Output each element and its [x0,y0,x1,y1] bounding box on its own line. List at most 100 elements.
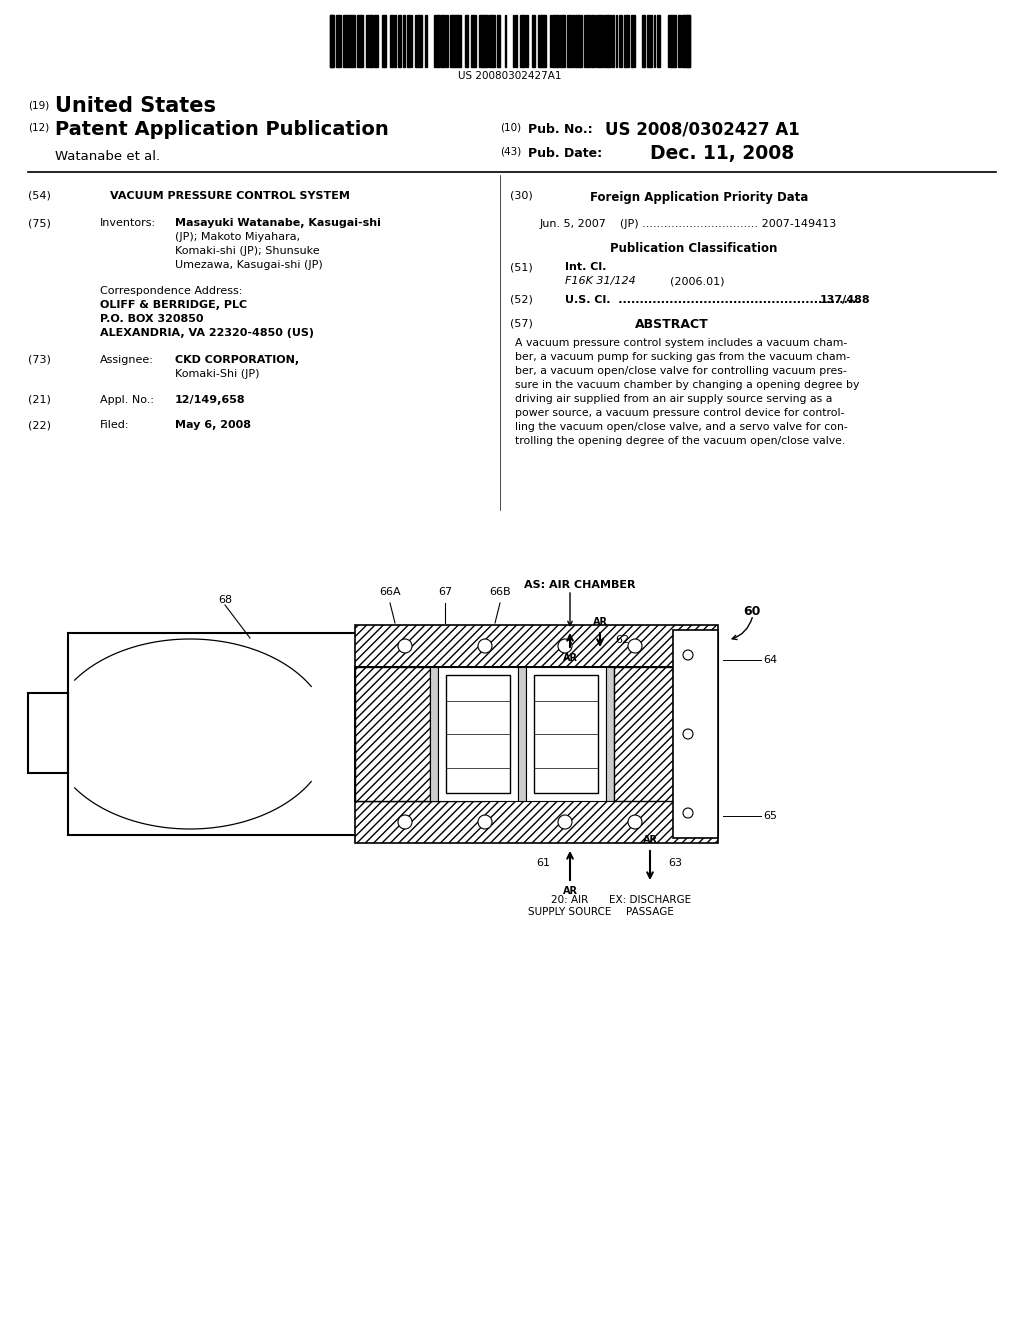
Bar [28,693,68,774]
Bar [450,667,485,801]
Bar [425,15,427,67]
Bar [408,15,410,67]
Text: 66A: 66A [379,587,400,597]
Bar [600,15,603,67]
Text: ber, a vacuum pump for sucking gas from the vacuum cham-: ber, a vacuum pump for sucking gas from … [515,352,850,362]
Text: Assignee:: Assignee: [100,355,154,366]
Text: P.O. BOX 320850: P.O. BOX 320850 [100,314,204,323]
Text: 60: 60 [743,605,761,618]
Text: (43): (43) [500,147,521,157]
Bar [450,672,520,796]
Text: F16K 31/124: F16K 31/124 [565,276,636,286]
Text: (30): (30) [510,191,532,201]
Bar [643,15,645,67]
Text: ALEXANDRIA, VA 22320-4850 (US): ALEXANDRIA, VA 22320-4850 (US) [100,327,314,338]
Bar [648,15,651,67]
Bar [355,667,718,801]
Bar [625,15,628,67]
Bar [368,15,370,67]
Bar [454,15,457,67]
Bar [493,15,495,67]
Circle shape [398,814,412,829]
Text: Publication Classification: Publication Classification [610,242,777,255]
Text: (52): (52) [510,294,532,305]
Text: Filed:: Filed: [100,420,129,430]
Bar [544,15,546,67]
Bar [673,630,718,838]
Bar [330,15,333,67]
Text: power source, a vacuum pressure control device for control-: power source, a vacuum pressure control … [515,408,845,418]
Text: 62: 62 [615,635,629,645]
Text: SUPPLY SOURCE: SUPPLY SOURCE [528,907,611,917]
Text: 20: AIR: 20: AIR [551,895,589,906]
Text: Jun. 5, 2007    (JP) ................................ 2007-149413: Jun. 5, 2007 (JP) ......................… [540,219,838,228]
Text: 61: 61 [536,858,550,869]
Bar [575,15,578,67]
Text: AS: AIR CHAMBER: AS: AIR CHAMBER [524,579,636,590]
Text: ABSTRACT: ABSTRACT [635,318,709,331]
Bar [355,801,718,843]
Text: (51): (51) [510,261,532,272]
Bar [430,667,438,801]
Bar [358,15,361,67]
Circle shape [628,639,642,653]
Bar [438,667,518,801]
Bar [446,675,510,793]
Bar [436,15,438,67]
Bar [355,667,430,801]
Text: OLIFF & BERRIDGE, PLC: OLIFF & BERRIDGE, PLC [100,300,247,310]
Circle shape [628,814,642,829]
Text: 66B: 66B [489,587,511,597]
Text: Int. Cl.: Int. Cl. [565,261,606,272]
Bar [68,634,718,836]
Text: driving air supplied from an air supply source serving as a: driving air supplied from an air supply … [515,393,833,404]
Bar [473,15,476,67]
Text: (21): (21) [28,395,51,405]
Text: (10): (10) [500,123,521,133]
Text: US 20080302427A1: US 20080302427A1 [459,71,562,81]
Text: (12): (12) [28,123,49,133]
Text: Pub. Date:: Pub. Date: [528,147,602,160]
Bar [479,15,482,67]
Bar [521,15,523,67]
Bar [355,667,718,801]
Bar [376,15,378,67]
Bar [687,15,690,67]
Bar [682,15,684,67]
Text: 67: 67 [438,587,452,597]
Circle shape [683,649,693,660]
Bar [618,15,622,67]
Text: Masayuki Watanabe, Kasugai-shi: Masayuki Watanabe, Kasugai-shi [175,218,381,228]
Text: US 2008/0302427 A1: US 2008/0302427 A1 [605,120,800,139]
Bar [604,15,606,67]
Bar [561,15,564,67]
Text: Komaki-Shi (JP): Komaki-Shi (JP) [175,370,259,379]
Text: 68: 68 [218,595,232,605]
Bar [679,15,681,67]
Text: Inventors:: Inventors: [100,218,156,228]
Text: A vacuum pressure control system includes a vacuum cham-: A vacuum pressure control system include… [515,338,847,348]
Bar [332,15,334,67]
Text: AR: AR [562,653,578,663]
Text: (JP); Makoto Miyahara,: (JP); Makoto Miyahara, [175,232,300,242]
Text: Pub. No.:: Pub. No.: [528,123,597,136]
Text: trolling the opening degree of the vacuum open/close valve.: trolling the opening degree of the vacuu… [515,436,845,446]
Bar [417,15,420,67]
Bar [608,15,610,67]
Bar [446,15,449,67]
Text: (57): (57) [510,318,532,327]
Bar [343,15,345,67]
Circle shape [478,639,492,653]
Bar [434,15,436,67]
Bar [450,15,452,67]
Bar [538,15,540,67]
Text: Watanabe et al.: Watanabe et al. [55,150,160,162]
Text: May 6, 2008: May 6, 2008 [175,420,251,430]
Bar [345,15,348,67]
Bar [403,15,406,67]
Circle shape [478,814,492,829]
Bar [553,15,556,67]
Text: CKD CORPORATION,: CKD CORPORATION, [175,355,299,366]
Text: AR: AR [642,836,657,845]
Text: 137/488: 137/488 [820,294,870,305]
